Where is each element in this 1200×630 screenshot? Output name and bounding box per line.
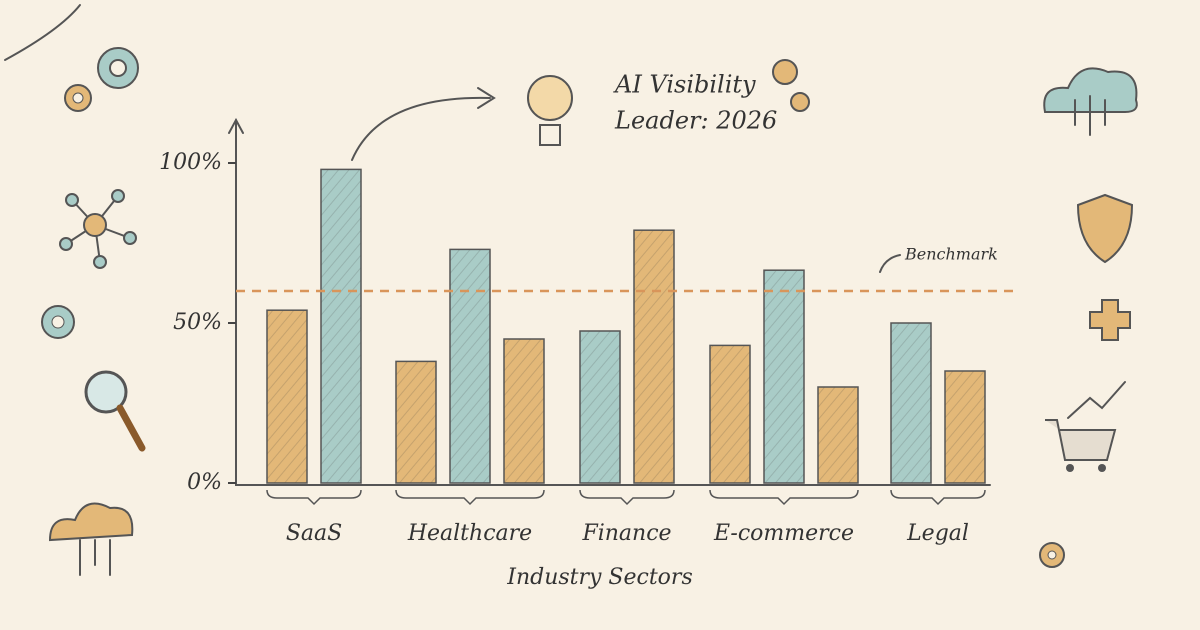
- title-line: AI Visibility: [613, 71, 756, 99]
- bar: [320, 168, 362, 484]
- bar: [817, 386, 859, 484]
- bar: [266, 309, 308, 484]
- y-tick-label: 0%: [187, 470, 222, 495]
- benchmark-label: Benchmark: [904, 245, 998, 264]
- bar: [944, 370, 986, 484]
- bar: [633, 229, 675, 484]
- y-tick-label: 100%: [159, 150, 222, 175]
- bar: [503, 338, 545, 484]
- group-brace: [266, 489, 362, 506]
- bar: [449, 248, 491, 484]
- y-tick-label: 50%: [173, 310, 222, 335]
- x-tick-label: E-commerce: [713, 521, 854, 546]
- bar: [709, 344, 751, 484]
- group-brace: [395, 489, 545, 506]
- x-tick-label: SaaS: [286, 521, 342, 546]
- bar: [890, 322, 932, 484]
- bar: [395, 360, 437, 484]
- x-axis-title: Industry Sectors: [506, 565, 693, 590]
- x-tick-label: Legal: [906, 521, 969, 546]
- x-tick-label: Healthcare: [407, 521, 532, 546]
- decorations: [4, 4, 1138, 576]
- bar: [763, 269, 805, 484]
- bar: [579, 330, 621, 484]
- group-brace: [579, 489, 675, 506]
- group-brace: [890, 489, 986, 506]
- title-line: Leader: 2026: [614, 107, 777, 135]
- group-brace: [709, 489, 859, 506]
- x-tick-label: Finance: [581, 521, 671, 546]
